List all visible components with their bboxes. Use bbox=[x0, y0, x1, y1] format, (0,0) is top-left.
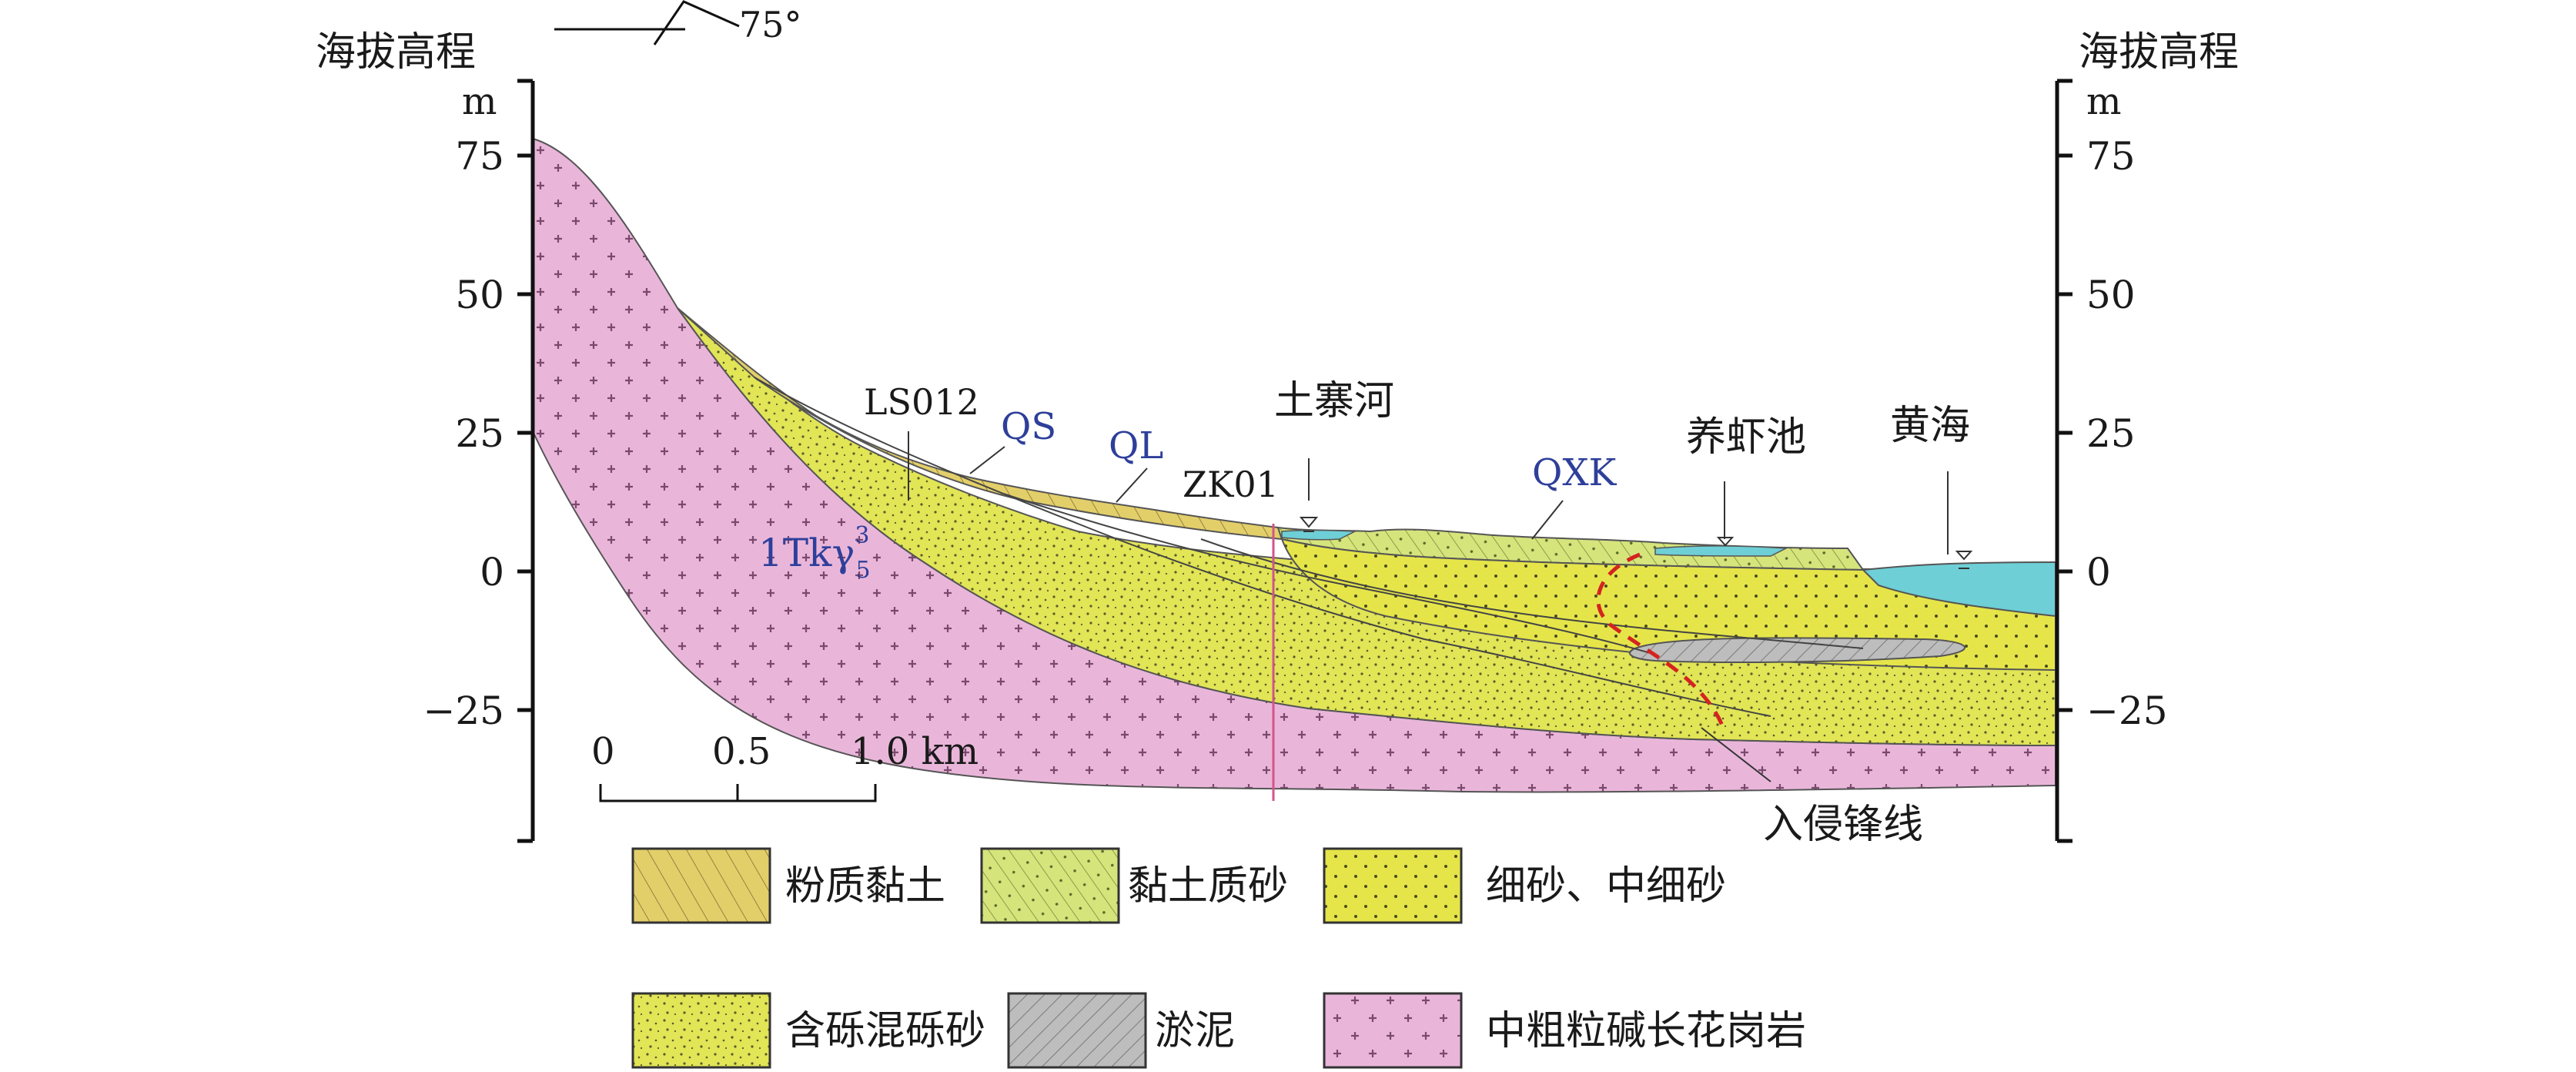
legend-swatch-gravelly-sand bbox=[631, 992, 771, 1069]
legend-label-silt-mud: 淤泥 bbox=[1155, 1008, 1235, 1054]
label-ls012: LS012 bbox=[864, 381, 979, 423]
intrusion-front-line bbox=[1596, 552, 1727, 732]
right-axis-unit: m bbox=[2086, 80, 2122, 123]
dip-label: 75° bbox=[739, 4, 802, 45]
legend-swatch-silt-mud bbox=[1007, 992, 1147, 1069]
legend-label-granite: 中粗粒碱长花岗岩 bbox=[1486, 1008, 1806, 1054]
left-axis-title: 海拔高程 bbox=[316, 29, 476, 75]
left-tick-25: 25 bbox=[455, 411, 504, 456]
legend-label-fine-sand: 细砂、中细砂 bbox=[1486, 863, 1726, 910]
right-axis-title: 海拔高程 bbox=[2079, 29, 2239, 75]
water-marker-pond bbox=[1716, 537, 1735, 547]
label-qxk: QXK bbox=[1532, 451, 1618, 494]
section-body bbox=[532, 137, 2056, 801]
label-qs: QS bbox=[1001, 405, 1056, 448]
water-marker-river bbox=[1299, 517, 1319, 532]
scale-label-0: 0 bbox=[591, 730, 615, 773]
legend-swatch-silty-clay bbox=[631, 847, 771, 924]
left-tick-neg25: −25 bbox=[423, 688, 504, 733]
legend-label-gravelly-sand: 含砾混砾砂 bbox=[785, 1008, 985, 1054]
scale-bar: 0 0.5 1.0 km bbox=[591, 730, 979, 802]
label-shrimp-pond: 养虾池 bbox=[1686, 414, 1806, 461]
fine-sand-coastal bbox=[1280, 538, 2056, 672]
legend-label-silty-clay: 粉质黏土 bbox=[785, 863, 945, 910]
leader-ql bbox=[1116, 467, 1148, 503]
granite-code-main: 1Tkγ bbox=[758, 531, 855, 575]
label-river: 土寨河 bbox=[1274, 378, 1394, 424]
scale-label-05: 0.5 bbox=[712, 730, 771, 773]
shrimp-pond-water bbox=[1654, 545, 1788, 557]
label-granite-code: 1Tkγ3 5 bbox=[758, 522, 871, 584]
legend-swatch-granite bbox=[1323, 992, 1463, 1069]
scale-label-1km: 1.0 km bbox=[851, 730, 979, 773]
right-tick-neg25: −25 bbox=[2086, 688, 2168, 733]
legend-swatch-fine-sand bbox=[1323, 847, 1463, 924]
river-water bbox=[1281, 529, 1357, 541]
right-axis bbox=[2055, 79, 2073, 843]
silty-clay-unit bbox=[677, 307, 1283, 541]
left-tick-0: 0 bbox=[480, 550, 504, 595]
leader-qxk bbox=[1531, 500, 1564, 540]
leader-intrusion bbox=[1701, 727, 1771, 782]
water-marker-sea bbox=[1955, 551, 1973, 569]
right-tick-50: 50 bbox=[2086, 273, 2136, 317]
layer-boundaries bbox=[754, 377, 1864, 717]
right-tick-75: 75 bbox=[2086, 134, 2136, 179]
legend-label-clayey-sand: 黏土质砂 bbox=[1128, 863, 1288, 910]
left-axis-unit: m bbox=[462, 80, 497, 123]
legend: 粉质黏土 黏土质砂 细砂、中细砂 含砾混砾砂 淤泥 中粗粒碱长花岗岩 bbox=[631, 847, 1806, 1069]
label-zk01: ZK01 bbox=[1183, 464, 1279, 505]
label-yellow-sea: 黄海 bbox=[1890, 403, 1970, 449]
left-tick-50: 50 bbox=[455, 273, 504, 317]
granite-code-sub: 5 bbox=[855, 557, 870, 584]
silt-lens bbox=[1628, 637, 1965, 663]
leader-qs bbox=[969, 446, 1005, 474]
legend-swatch-clayey-sand bbox=[980, 847, 1120, 924]
label-ql: QL bbox=[1109, 424, 1163, 467]
label-intrusion-front: 入侵锋线 bbox=[1763, 802, 1923, 848]
right-tick-0: 0 bbox=[2086, 550, 2111, 595]
left-axis bbox=[517, 79, 535, 843]
left-tick-75: 75 bbox=[455, 134, 504, 179]
granite-code-super: 3 bbox=[855, 522, 869, 549]
dip-symbol: 75° bbox=[554, 0, 802, 45]
right-tick-25: 25 bbox=[2086, 411, 2136, 456]
